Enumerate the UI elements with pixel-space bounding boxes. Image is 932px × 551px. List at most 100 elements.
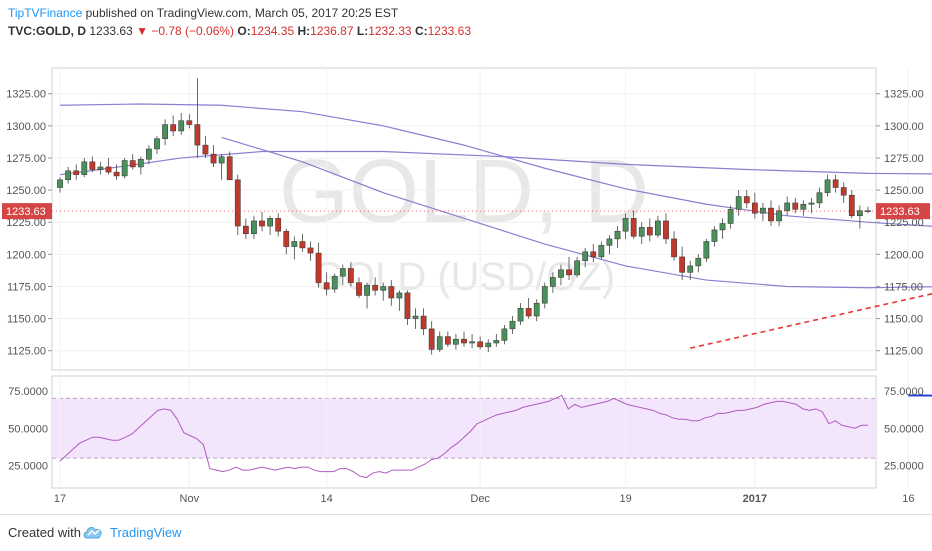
candle-body [582, 251, 589, 262]
price-tick-label-left: 1150.00 [7, 314, 46, 326]
time-tick-label: 14 [321, 493, 333, 505]
publisher-link[interactable]: TipTVFinance [8, 6, 83, 20]
candle-body [477, 341, 484, 348]
candle-body [735, 196, 742, 210]
candle-body [210, 153, 217, 164]
low-label: L: [356, 24, 369, 38]
candle-body [469, 341, 475, 344]
created-with-label: Created with [8, 525, 81, 540]
candle-body [186, 120, 193, 125]
candle-body [348, 268, 354, 283]
candle-body [275, 218, 282, 232]
ma-short-line [221, 136, 932, 289]
candle-body [663, 220, 669, 240]
candle-body [436, 336, 443, 350]
candle-body [776, 210, 782, 222]
candle-body [323, 282, 330, 290]
watermark-title: GOLD, D [279, 142, 649, 242]
price-label-right: 1233.63 [876, 203, 930, 220]
x-grid [52, 68, 909, 488]
candle-body [509, 320, 516, 330]
published-text: published on TradingView.com, March 05, … [85, 6, 399, 20]
candle-body [824, 179, 831, 193]
candle-body [590, 251, 597, 258]
candle-body [719, 223, 726, 231]
high-value: 1236.87 [310, 24, 354, 38]
tradingview-cloud-icon [83, 527, 102, 539]
header-ohlc-line: TVC:GOLD, D 1233.63 ▼ −0.78 (−0.06%) O:1… [8, 24, 471, 38]
candle-body [760, 207, 766, 214]
price-tick-label-left: 1275.00 [6, 153, 46, 165]
candle-body [259, 220, 265, 227]
rsi-tick-label-left: 50.0000 [8, 423, 48, 435]
tradingview-brand-link[interactable]: TradingView [110, 525, 182, 540]
candle-body [533, 302, 540, 317]
candle-body [501, 328, 508, 341]
candle-body [792, 202, 799, 210]
candle-body [412, 315, 419, 319]
price-tick-label-left: 1325.00 [6, 89, 46, 101]
candle-body [81, 161, 88, 175]
candle-body [800, 203, 807, 210]
time-tick-label: Nov [180, 493, 200, 505]
candle-body [865, 210, 871, 212]
price-label-right-text: 1233.63 [880, 206, 920, 218]
candle-body [558, 269, 564, 278]
rsi-band [52, 398, 876, 459]
price-change: −0.78 (−0.06%) [151, 24, 235, 38]
candle-body [307, 247, 314, 254]
open-value: 1234.35 [250, 24, 295, 38]
candle-body [840, 187, 847, 196]
candle-body [331, 275, 338, 290]
watermark-subtitle: GOLD (USD/OZ) [313, 255, 615, 299]
candle-body [808, 202, 815, 205]
open-label: O: [237, 24, 251, 38]
symbol-label: TVC:GOLD, D [8, 24, 86, 38]
candle-body [784, 202, 791, 211]
rsi-tick-label-right: 25.0000 [884, 461, 924, 473]
price-tick-label-right: 1325.00 [884, 89, 924, 101]
candle-body [267, 218, 273, 227]
candle-body [727, 209, 734, 224]
candle-body [242, 225, 249, 235]
candle-body [768, 207, 774, 222]
price-tick-label-left: 1225.00 [6, 217, 46, 229]
price-axis-left: 1325.00 1300.00 1275.00 1250.00 1225.00 1200.… [6, 89, 52, 358]
time-tick-label: 19 [619, 493, 631, 505]
candle-body [283, 230, 290, 247]
candle-body [622, 218, 629, 232]
candle-body [364, 284, 370, 296]
candle-body [178, 120, 185, 132]
candle-body [679, 256, 686, 273]
rsi-tick-label-right: 50.0000 [884, 423, 924, 435]
price-tick-label-right: 1125.00 [884, 346, 923, 358]
candle-body [743, 196, 750, 204]
candle-body [404, 292, 411, 319]
candle-body [646, 227, 653, 236]
candle-body [315, 252, 322, 283]
candle-body [687, 265, 694, 273]
close-label: C: [414, 24, 428, 38]
candle-body [388, 286, 395, 299]
candle-body [671, 238, 677, 258]
candle-body [517, 308, 524, 322]
candle-body [848, 194, 855, 217]
price-tick-label-left: 1200.00 [6, 249, 46, 261]
candle-body [113, 171, 120, 177]
candle-body [396, 292, 403, 299]
candle-body [162, 124, 168, 139]
candle-body [194, 124, 201, 146]
candle-body [154, 138, 160, 150]
candle-body [170, 124, 177, 132]
chart-canvas[interactable]: GOLD, D GOLD (USD/OZ) 1325.00 1300.00 1275… [0, 0, 932, 514]
candle-body [420, 315, 427, 330]
candle-body [638, 227, 645, 237]
candle-body [65, 170, 71, 181]
candle-body [202, 144, 209, 155]
price-tick-label-left: 1175.00 [7, 281, 46, 293]
candle-body [453, 338, 459, 345]
candle-body [218, 156, 225, 164]
footer: Created with TradingView [0, 514, 932, 551]
rsi-tick-label-left: 25.0000 [8, 461, 48, 473]
support-trendline-red [690, 292, 932, 349]
